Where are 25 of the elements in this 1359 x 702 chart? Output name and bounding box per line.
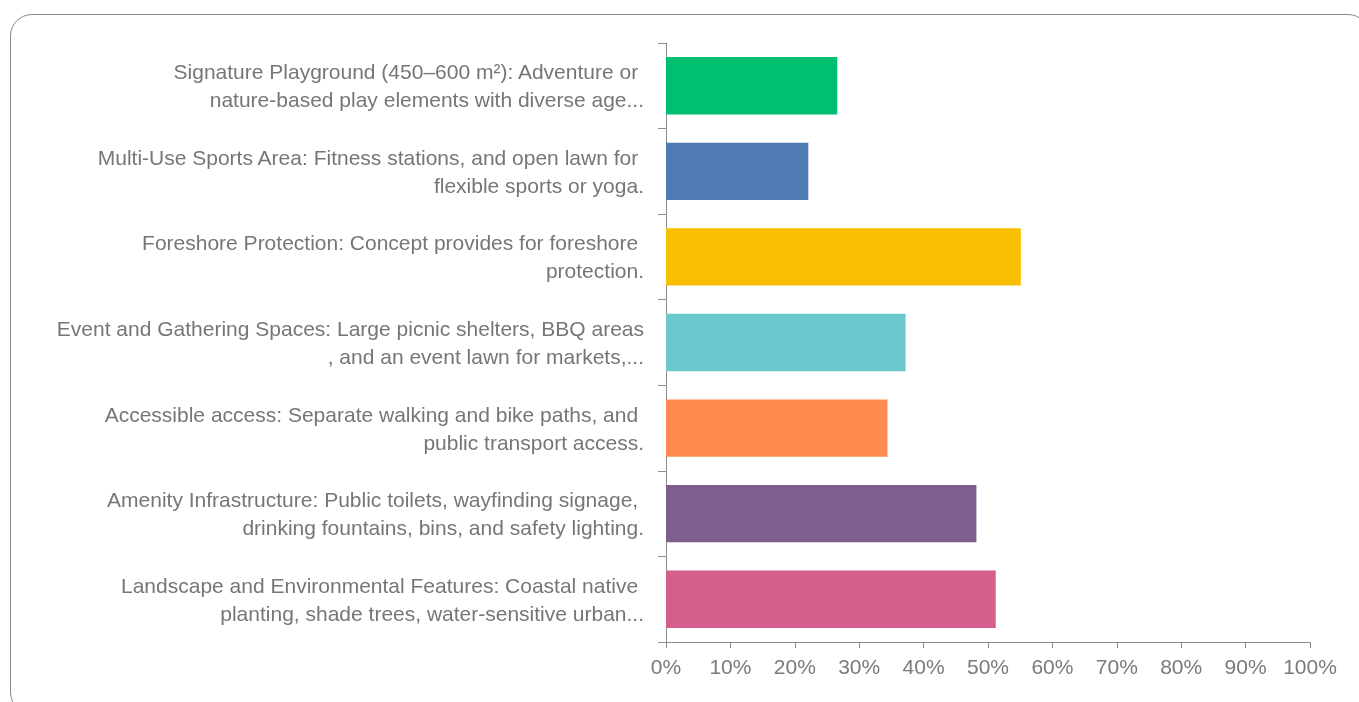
x-tick-label: 40%: [902, 655, 945, 678]
y-tick-label: Landscape and Environmental Features: Coastal native planting, shade trees, water-sensitive urban...: [121, 573, 644, 625]
y-tick-label: Foreshore Protection: Concept provides for foreshore protection.: [142, 231, 644, 283]
bar: [666, 142, 809, 201]
bar: [666, 57, 838, 115]
x-tick-label: 100%: [1283, 655, 1337, 678]
x-tick-label: 20%: [773, 655, 816, 678]
y-tick-label: Amenity Infrastructure: Public toilets, wayfinding signage, drinking fountains, bins, and safety lighting.: [107, 488, 644, 540]
bar: [666, 313, 906, 372]
x-tick-label: 70%: [1095, 655, 1138, 678]
x-tick-label: 0%: [650, 655, 682, 678]
bar: [666, 570, 996, 628]
x-tick-label: 80%: [1160, 655, 1203, 678]
y-tick-label: Event and Gathering Spaces: Large picnic shelters, BBQ areas, and an event lawn for markets,...: [56, 317, 644, 368]
x-tick-label: 30%: [838, 655, 881, 678]
bar: [666, 484, 977, 543]
y-tick-label: Accessible access: Separate walking and bike paths, and public transport access.: [104, 402, 644, 454]
x-tick-label: 10%: [709, 655, 752, 678]
y-tick-label: Signature Playground (450–600 m²): Adventure or nature-based play elements with diverse age...: [173, 60, 644, 112]
y-tick-label: Multi-Use Sports Area: Fitness stations, and open lawn for flexible sports or yoga.: [97, 145, 644, 197]
x-tick-label: 60%: [1031, 655, 1074, 678]
bar: [666, 228, 1021, 286]
x-tick-label: 90%: [1224, 655, 1267, 678]
bar: [666, 399, 888, 457]
x-tick-label: 50%: [966, 655, 1010, 678]
